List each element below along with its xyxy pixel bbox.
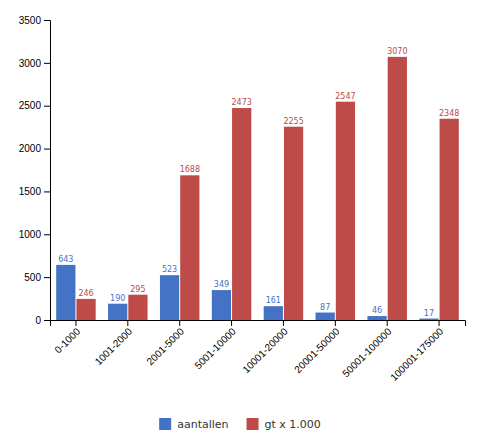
series: [76, 57, 458, 320]
x-tick-label: 20001-50000: [292, 325, 342, 375]
x-tick-mark: [335, 320, 336, 326]
legend-swatch: [159, 418, 171, 430]
y-tick: 1500: [19, 186, 50, 197]
y-tick-mark: [44, 63, 50, 64]
y-tick-label: 500: [24, 272, 41, 283]
bar: [56, 265, 75, 320]
x-tick: 20001-50000: [292, 320, 342, 375]
data-label: 87: [320, 303, 330, 312]
y-tick: 3000: [19, 58, 50, 69]
data-labels: 643 190 523 349 161 87 46 17 246 295 1688 2473 2255 2…: [58, 47, 459, 318]
x-tick-mark: [179, 320, 180, 326]
x-tick-label: 5001-10000: [192, 325, 238, 371]
x-tick-label: 50001-100000: [340, 325, 394, 379]
x-tick-mark: [231, 320, 232, 326]
y-tick: 3500: [19, 15, 50, 26]
x-tick: 5001-10000: [192, 320, 238, 371]
bars: [56, 57, 459, 320]
bar: [180, 175, 199, 320]
bar: [440, 119, 459, 320]
x-tick-mark: [283, 320, 284, 326]
y-axis: 0 500 1000 1500 2000 2500 3000 3500: [19, 15, 51, 326]
y-tick-mark: [44, 20, 50, 21]
x-tick-label: 100001-175000: [388, 325, 446, 383]
x-tick-mark: [127, 320, 128, 326]
data-label: 2255: [283, 117, 303, 126]
legend: aantallen gt x 1.000: [159, 418, 321, 431]
x-tick-label: 10001-20000: [240, 325, 290, 375]
x-tick: 10001-20000: [240, 320, 290, 375]
data-label: 3070: [387, 47, 407, 56]
legend-label: gt x 1.000: [265, 418, 321, 431]
legend-label: aantallen: [177, 418, 228, 431]
y-tick: 500: [24, 272, 50, 283]
y-tick-label: 1000: [19, 229, 42, 240]
x-tick-mark: [387, 320, 388, 326]
x-tick-label: 1001-2000: [93, 325, 135, 367]
bar: [316, 313, 335, 320]
y-tick-mark: [44, 106, 50, 107]
y-tick-label: 3000: [19, 58, 42, 69]
bar: [419, 319, 438, 320]
y-tick-label: 1500: [19, 186, 42, 197]
data-label: 2348: [439, 109, 459, 118]
y-axis-line: [44, 21, 51, 321]
bar: [367, 316, 386, 320]
x-tick-mark: [439, 320, 440, 326]
bar: [284, 127, 303, 320]
bar: [388, 57, 407, 320]
y-tick: 1000: [19, 229, 50, 240]
bar: [128, 295, 147, 320]
y-tick-label: 0: [35, 315, 41, 326]
bar: [108, 304, 127, 320]
data-label: 2547: [335, 92, 355, 101]
y-tick-label: 2500: [19, 100, 42, 111]
x-axis: 0-1000 1001-20002001-50005001-1000010001-…: [51, 320, 466, 383]
y-tick-mark: [44, 277, 50, 278]
legend-swatch: [247, 418, 259, 430]
data-label: 295: [130, 285, 145, 294]
y-tick: 0: [35, 315, 50, 326]
plot: 0 500 1000 1500 2000 2500 3000 3500 0-1000 1001-2…: [19, 15, 466, 383]
bar: [336, 102, 355, 320]
bar: [232, 108, 251, 320]
x-tick-mark: [75, 320, 76, 326]
x-tick: 1001-2000: [93, 320, 135, 367]
y-tick-label: 3500: [19, 15, 42, 26]
legend-item: gt x 1.000: [247, 418, 321, 431]
x-tick: 50001-100000: [340, 320, 394, 379]
x-tick-label: 2001-5000: [144, 325, 186, 367]
data-label: 2473: [232, 98, 252, 107]
y-tick-mark: [44, 234, 50, 235]
x-tick-label: 0-1000: [53, 325, 83, 355]
data-label: 46: [372, 306, 382, 315]
bar: [264, 306, 283, 320]
data-label: 1688: [180, 165, 200, 174]
data-label: 190: [110, 294, 125, 303]
x-tick: 2001-5000: [144, 320, 186, 367]
y-tick-label: 2000: [19, 143, 42, 154]
legend-item: aantallen: [159, 418, 228, 431]
bar: [76, 299, 95, 320]
chart: 0 500 1000 1500 2000 2500 3000 3500 0-1000 1001-2…: [0, 0, 480, 440]
data-label: 246: [78, 289, 93, 298]
data-label: 349: [214, 280, 229, 289]
x-tick: 0-1000: [53, 320, 83, 355]
y-tick: 2500: [19, 100, 50, 111]
bar: [212, 290, 231, 320]
y-tick: 2000: [19, 143, 50, 154]
data-label: 643: [58, 255, 73, 264]
bar: [160, 275, 179, 320]
x-tick: 100001-175000: [388, 320, 446, 383]
y-tick-mark: [44, 191, 50, 192]
y-tick-mark: [44, 149, 50, 150]
x-axis-line: [51, 321, 466, 327]
data-label: 161: [266, 296, 281, 305]
data-label: 523: [162, 265, 177, 274]
data-label: 17: [424, 309, 434, 318]
y-tick-mark: [44, 320, 50, 321]
